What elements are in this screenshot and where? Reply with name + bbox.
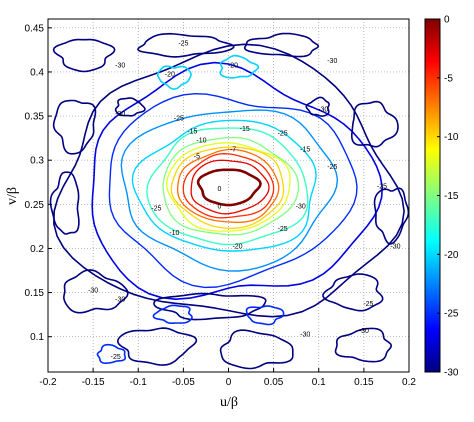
contour-label: -20 [232,243,242,250]
grid-lines [47,19,410,372]
contour-label: -25 [363,301,373,308]
sidelobe-contour [219,54,260,79]
colorbar-tick-label: -10 [444,132,459,143]
sidelobe-contour [334,327,393,363]
contour-label: -15 [187,129,197,136]
contour-ring [146,127,309,246]
contour-label: -30 [115,63,125,70]
y-tick-label: 0.4 [30,67,44,78]
contour-label: -30 [327,58,337,65]
colorbar-ticks: 0 -5 -10 -15 -20 -25 -30 [437,15,459,379]
contour-label: -25 [178,40,188,47]
y-tick-label: 0.2 [30,244,44,255]
x-axis-label: u/β [220,395,238,410]
contour-ring [91,61,384,301]
contour-label: -30 [390,243,400,250]
contour-label: -30 [115,111,125,118]
contour-label: -5 [194,153,200,160]
contour-lines [49,32,409,370]
contour-label: -15 [240,126,250,133]
colorbar-tick-label: -5 [444,73,453,84]
sidelobe-contour [137,32,235,58]
y-tick-label: 0.3 [30,156,44,167]
contour-label: -30 [296,204,306,211]
y-tick-label: 0.35 [25,112,45,123]
contour-ring [131,119,317,252]
sidelobe-contour [373,187,409,245]
contour-labels: -25-30-20-20-30-30-30-25-15-10-15-25-7-5… [88,40,401,360]
contour-ring [182,153,275,219]
x-tick-label: 0 [226,377,232,388]
y-tick-label: 0.45 [25,23,45,34]
x-axis-ticks: -0.2 -0.15 -0.1 -0.05 0 0.05 0.1 0.15 0.2 [39,368,416,388]
y-tick-label: 0.25 [25,200,45,211]
contour-label: -10 [196,138,206,145]
colorbar-tick-label: -15 [444,191,459,202]
y-axis-label: v/β [5,187,20,205]
x-tick-label: 0.15 [354,377,374,388]
contour-label: -25 [151,206,161,213]
sidelobe-contour [96,343,126,365]
y-tick-label: 0.15 [25,288,45,299]
contour-label: -30 [318,107,328,114]
sidelobe-contour [245,305,285,326]
contour-label: 0 [218,204,222,211]
sidelobe-contour [117,327,198,366]
colorbar-tick-label: 0 [444,15,450,26]
contour-ring [166,142,291,232]
contour-label: -25 [174,115,184,122]
contour-label: -20 [165,71,175,78]
contour-label: -30 [88,288,98,295]
contour-ring [170,146,285,229]
sidelobe-contour [62,269,129,314]
sidelobe-contour [322,273,384,312]
contour-label: -15 [300,146,310,153]
x-tick-label: -0.1 [130,377,148,388]
contour-label: -25 [377,183,387,190]
contour-label: -25 [278,226,288,233]
sidelobe-contour [52,38,116,73]
colorbar-tick-label: -25 [444,309,459,320]
contour-label: -7 [230,146,236,153]
y-axis-ticks: 0.1 0.15 0.2 0.25 0.3 0.35 0.4 0.45 [25,23,52,343]
contour-label: 0 [218,186,222,193]
contour-ring [52,43,405,318]
sidelobe-contour [156,65,192,90]
x-tick-label: -0.15 [82,377,105,388]
contour-label: -25 [327,164,337,171]
x-tick-label: -0.2 [39,377,57,388]
contour-ring [196,168,262,207]
sidelobe-contour [152,304,193,325]
contour-label: -20 [228,63,238,70]
contour-ring [108,92,358,289]
contour-ring [190,159,270,215]
sidelobe-contour [350,100,399,148]
contour-label: -30 [300,332,310,339]
x-tick-label: -0.05 [172,377,195,388]
contour-label: -25 [111,354,121,361]
sidelobe-contour [219,329,294,370]
x-tick-label: 0.1 [312,377,326,388]
colorbar-tick-label: -20 [444,250,459,261]
sidelobe-contour [305,96,330,117]
contour-ring [162,136,300,236]
contour-label: -30 [115,296,125,303]
sidelobe-contour [244,32,320,58]
contour-label: -10 [169,230,179,237]
x-tick-label: 0.05 [264,377,284,388]
contour-ring [176,148,280,223]
sidelobe-contour [52,99,97,155]
sidelobe-contour [153,292,267,321]
contour-label: -30 [359,328,369,335]
contour-label: -25 [278,130,288,137]
y-tick-label: 0.1 [30,332,44,343]
sidelobe-contour [114,97,146,117]
colorbar-tick-label: -30 [444,368,459,379]
contour-ring [120,109,339,272]
x-tick-label: 0.2 [402,377,416,388]
